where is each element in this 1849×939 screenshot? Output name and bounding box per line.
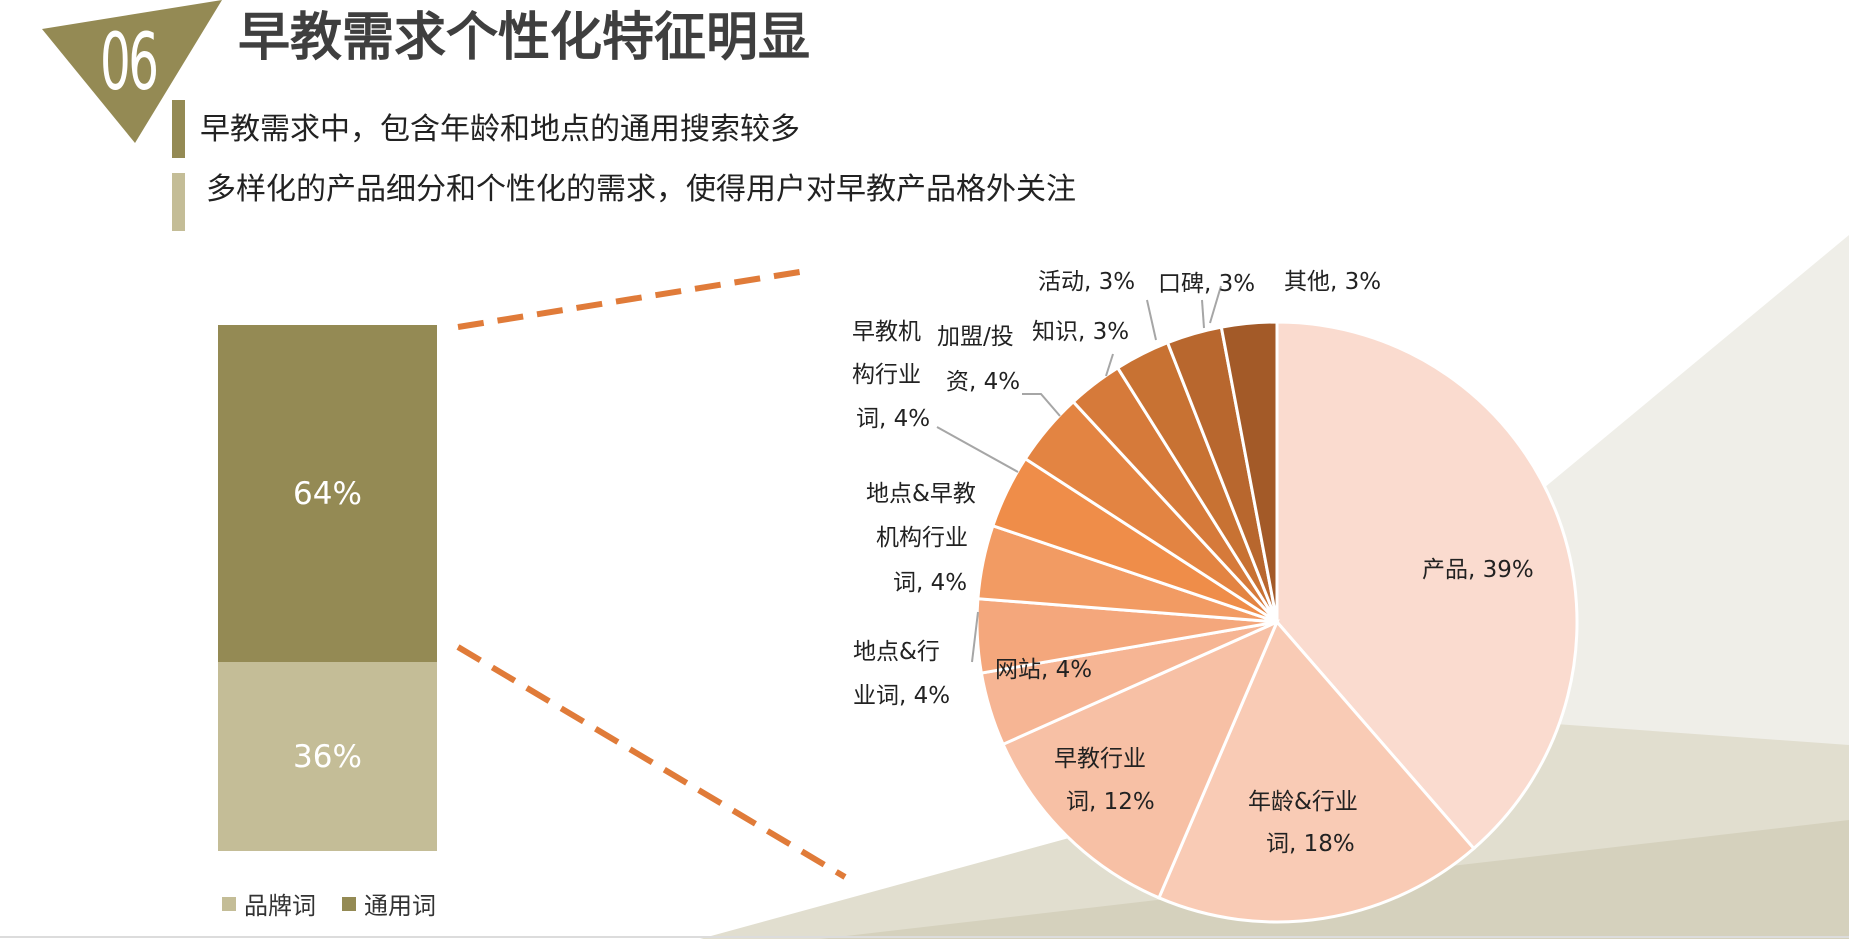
pie-label-loc-industry-l1: 地点&行 bbox=[853, 639, 940, 665]
pie-slice-12 bbox=[1219, 320, 1279, 623]
leader-activity bbox=[1146, 299, 1157, 341]
subtitle-1: 早教需求中，包含年龄和地点的通用搜索较多 bbox=[200, 112, 800, 147]
pie-label-franchise-l1: 加盟/投 bbox=[937, 324, 1014, 350]
pie-slice-3 bbox=[1001, 619, 1280, 900]
subtitle-2-bar bbox=[172, 173, 185, 231]
pie-label-edu-industry-l2: 词, 12% bbox=[1066, 789, 1155, 815]
legend-item-brand: 品牌词 bbox=[222, 886, 316, 921]
legend-swatch-brand bbox=[222, 896, 236, 911]
pie-label-loc-edu-l1: 地点&早教 bbox=[866, 481, 976, 507]
pie-label-knowledge: 知识, 3% bbox=[1032, 319, 1130, 345]
leader-franchise bbox=[1022, 393, 1061, 417]
connector-bottom bbox=[456, 644, 847, 880]
legend-swatch-generic bbox=[342, 896, 356, 911]
pie-label-edu-org-l1: 早教机 bbox=[852, 319, 921, 345]
bar-label-brand: 36% bbox=[293, 738, 362, 775]
bar-label-generic: 64% bbox=[293, 475, 362, 512]
pie-label-age-industry-l2: 词, 18% bbox=[1266, 831, 1355, 857]
leader-reputation bbox=[1201, 299, 1205, 329]
header-triangle bbox=[42, 0, 222, 143]
leader-edu-org bbox=[936, 426, 1019, 473]
leader-loc-industry bbox=[971, 611, 979, 663]
pie-label-edu-org-l3: 词, 4% bbox=[856, 406, 931, 432]
section-number: 06 bbox=[100, 18, 159, 108]
pie-label-product: 产品, 39% bbox=[1422, 557, 1534, 583]
pie-label-edu-org-l2: 构行业 bbox=[852, 362, 921, 388]
pie-slice-2 bbox=[1157, 619, 1476, 924]
pie-label-website: 网站, 4% bbox=[995, 657, 1093, 683]
pie-label-loc-edu-l2: 机构行业 bbox=[876, 525, 968, 551]
bar-segment-brand: 36% bbox=[218, 662, 437, 851]
page-title: 早教需求个性化特征明显 bbox=[238, 8, 811, 68]
pie-slice-1 bbox=[1275, 320, 1579, 851]
bar-segment-generic: 64% bbox=[218, 325, 437, 662]
legend-label-generic: 通用词 bbox=[364, 892, 436, 920]
pie-label-other: 其他, 3% bbox=[1284, 269, 1382, 295]
connector-top bbox=[457, 267, 813, 330]
pie-label-edu-industry-l1: 早教行业 bbox=[1054, 746, 1146, 772]
subtitle-1-bar bbox=[172, 100, 185, 158]
subtitle-2: 多样化的产品细分和个性化的需求，使得用户对早教产品格外关注 bbox=[206, 172, 1076, 207]
pie-label-loc-industry-l2: 业词, 4% bbox=[853, 683, 951, 709]
leader-knowledge bbox=[1105, 353, 1114, 377]
pie-label-reputation: 口碑, 3% bbox=[1158, 271, 1256, 297]
pie-label-age-industry-l1: 年龄&行业 bbox=[1248, 789, 1358, 815]
leader-other bbox=[1209, 285, 1222, 324]
pie-label-activity: 活动, 3% bbox=[1038, 269, 1136, 295]
legend-item-generic: 通用词 bbox=[342, 886, 436, 921]
legend-label-brand: 品牌词 bbox=[244, 892, 316, 920]
pie-label-franchise-l2: 资, 4% bbox=[946, 369, 1021, 395]
pie-label-loc-edu-l3: 词, 4% bbox=[893, 570, 968, 596]
